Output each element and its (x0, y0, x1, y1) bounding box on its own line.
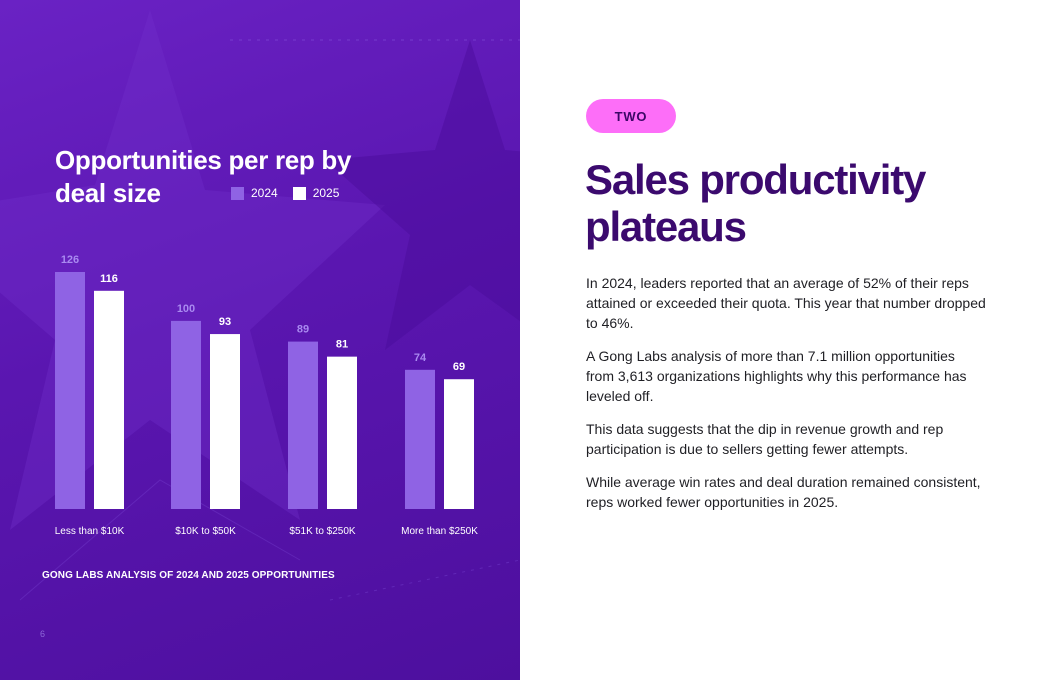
bar-2025-1 (210, 334, 240, 509)
bar-2025-0 (94, 290, 124, 509)
category-label-3: More than $250K (401, 526, 478, 537)
body-paragraph: In 2024, leaders reported that an averag… (586, 275, 986, 331)
bar-chart: 126 116 Less than $10K 100 93 $10K to $50K 89 8… (55, 254, 478, 537)
category-label-2: $51K to $250K (289, 526, 355, 537)
data-label-2025-2: 81 (336, 339, 348, 351)
data-label-2025-1: 93 (219, 316, 231, 328)
chart-panel: Opportunities per rep by deal size 2024 … (0, 0, 520, 680)
legend-label-2024: 2024 (251, 186, 278, 200)
bar-2024-3 (405, 369, 435, 509)
page-number: 6 (40, 629, 46, 639)
section-badge: TWO (586, 99, 676, 133)
bar-2024-1 (171, 320, 201, 509)
data-label-2024-3: 74 (414, 352, 427, 364)
bar-2025-3 (444, 379, 474, 509)
article-panel: TWO Sales productivity plateaus In 2024,… (520, 0, 1040, 680)
bar-2025-2 (327, 356, 357, 509)
bar-2024-0 (55, 272, 85, 509)
legend-swatch-2025 (292, 186, 306, 200)
category-label-1: $10K to $50K (175, 526, 236, 537)
headline: Sales productivity plateaus (585, 156, 926, 250)
data-label-2024-2: 89 (297, 324, 309, 336)
bar-2024-2 (288, 341, 318, 509)
data-label-2025-0: 116 (100, 273, 118, 285)
chart-title: Opportunities per rep by deal size (55, 145, 352, 208)
legend-item-2025: 2025 (292, 186, 340, 200)
data-label-2025-3: 69 (453, 361, 465, 373)
data-label-2024-1: 100 (177, 303, 195, 315)
chart-caption: GONG LABS ANALYSIS OF 2024 AND 2025 OPPO… (42, 570, 335, 581)
category-label-0: Less than $10K (55, 526, 125, 537)
body-paragraph: While average win rates and deal duratio… (586, 474, 981, 510)
legend-label-2025: 2025 (312, 186, 340, 200)
data-label-2024-0: 126 (61, 254, 79, 266)
body-text: In 2024, leaders reported that an averag… (586, 273, 986, 525)
chart-legend: 2024 2025 (231, 186, 354, 200)
body-paragraph: This data suggests that the dip in reven… (586, 421, 944, 457)
legend-swatch-2024 (231, 186, 244, 200)
body-paragraph: A Gong Labs analysis of more than 7.1 mi… (586, 348, 967, 404)
legend-item-2024: 2024 (231, 186, 278, 200)
